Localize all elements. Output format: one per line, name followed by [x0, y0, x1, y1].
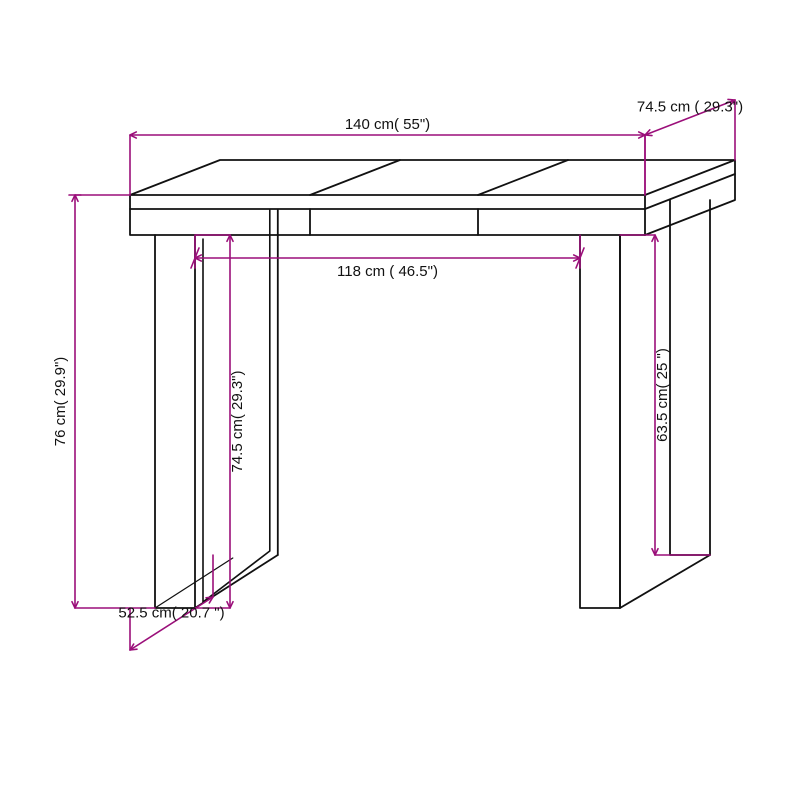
table-drawing: [130, 160, 735, 608]
dim-total-height: 76 cm( 29.9"): [52, 357, 69, 447]
dim-leg-depth: 52.5 cm( 20.7 "): [118, 605, 224, 622]
dimensions: [69, 99, 735, 650]
dim-total-width: 140 cm( 55"): [345, 116, 430, 133]
dim-clear-height: 63.5 cm( 25 "): [654, 348, 671, 442]
dim-between-legs: 118 cm ( 46.5"): [337, 263, 438, 280]
dim-under-apron: 74.5 cm( 29.3"): [229, 370, 246, 472]
dim-total-depth: 74.5 cm ( 29.3"): [637, 99, 743, 116]
